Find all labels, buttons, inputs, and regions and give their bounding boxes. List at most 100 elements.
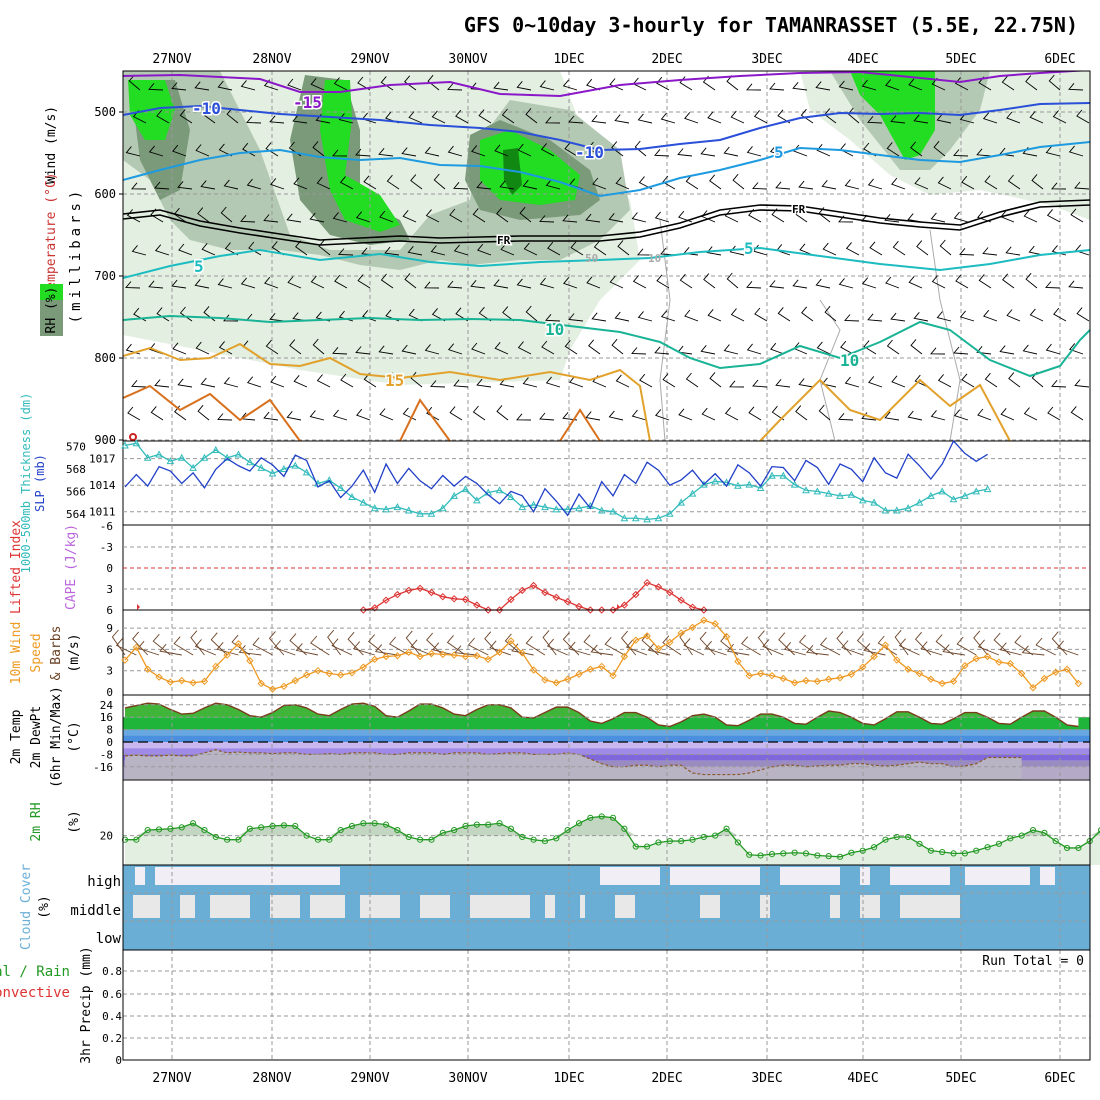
wind-barb [179,306,193,322]
ylabel-temp2m-3: (6hr Min/Max) [49,686,64,788]
lifted-index-point [495,606,504,614]
lifted-index-line [363,581,705,611]
wind-barb [614,311,630,322]
wind-barb [519,206,532,223]
wind-barb [1069,343,1084,355]
date-label-bottom: 5DEC [945,1071,976,1086]
wind-barb [477,243,492,256]
wind-barb [1045,146,1061,157]
wind10-speed-point [756,669,765,678]
wind10-barb [489,640,512,656]
lifted-index-point [620,601,629,609]
rh2m-point [791,849,798,856]
bottom-date-axis: 27NOV 28NOV 29NOV 30NOV 1DEC 2DEC 3DEC 4DEC 5DEC… [152,1071,1075,1086]
wind10-speed-point [473,652,481,660]
wind-barb [707,309,722,322]
wind-barb [125,281,141,289]
rh2m-point [530,836,537,843]
wind-barb [380,273,394,289]
wind-barb [545,179,561,190]
thickness-point [268,469,277,477]
wind-barb [453,182,469,190]
thickness-point [416,509,424,517]
wind-barb [470,280,486,289]
wind10-barb [542,630,557,656]
wind10-barb [894,629,909,656]
wind-barb [449,406,463,421]
rh2m-point [973,847,980,854]
wind-barb [569,375,584,388]
lifted-index-point [370,604,379,612]
wind10-barb [783,642,807,656]
thickness-point [836,491,844,499]
lifted-index-point [552,593,561,602]
wind10-barb [914,631,932,656]
wind-barb [798,180,814,190]
wind-barb [976,346,992,355]
ylabel-precip-total: Total / Rain [0,964,70,980]
ylabel-wind10-2: Speed [29,633,44,672]
thickness-point [529,500,538,508]
wind10-speed-point [847,670,856,678]
wind-barb [703,273,716,289]
thickness-point [938,487,947,495]
wind10-speed-point [711,620,719,628]
wind-barb [1031,174,1044,190]
cloud-mid-clear [860,895,880,918]
wind-tick-label: 9 [106,622,113,635]
date-label-top: 29NOV [350,52,389,67]
wind10-barb [819,637,841,656]
rh-tick-label: 20 [100,830,113,843]
wind-barb [953,149,969,157]
rh2m-point [1063,844,1071,852]
contour-p15-right [759,378,1011,441]
wind-barb [502,306,515,322]
wind-barb [309,212,325,223]
wind-barb [1029,111,1044,124]
wind10-barb [662,635,682,656]
wind-barb [752,244,768,256]
wind10-speed-point [541,676,549,684]
lifted-index-point [666,588,674,597]
date-label-top: 2DEC [651,52,682,67]
wind10-barb [310,635,330,656]
ylabel-wind10-units: (m/s) [67,633,82,672]
ylabel-precip-units: 3hr Precip (mm) [79,946,94,1063]
wind-barb [844,376,860,388]
wind-barb [886,142,900,157]
wind-barb [685,175,699,190]
rh2m-point [541,837,549,845]
wind-barb [270,178,285,190]
thickness-point [597,506,606,514]
wind-barb [769,280,785,289]
rh2m-point [155,826,163,833]
wind-barb [792,82,808,91]
wind10-panel: 9 6 3 0 10m Wind Speed & Barbs (m/s) [9,609,1091,699]
rh2m-point [655,839,662,846]
rh2m-point [280,822,287,829]
wind10-speed-point [609,671,617,680]
wind-barb [223,179,239,190]
wind-barb [685,372,699,388]
thickness-tick-label: 568 [66,463,86,476]
date-label-top: 6DEC [1044,52,1075,67]
rh2m-fill-upper [125,816,1100,836]
rh2m-point [632,843,639,850]
wind-barb [1045,281,1061,289]
wind10-speed-point [461,652,470,661]
wind-barb [816,144,831,157]
wind-barb [794,207,808,223]
wind10-speed-point [813,677,822,686]
thickness-point [473,496,481,504]
wind-barb [913,114,929,124]
rh2m-point [473,821,480,828]
wind10-barb [568,641,591,656]
wind-barb [754,307,768,322]
wind-barb [332,149,348,157]
wind-barb [128,74,141,91]
precip-tick-label: 0.2 [102,1032,122,1045]
wind10-speed-point [302,671,311,679]
wind-barb [286,213,302,223]
wind-barb [591,115,607,124]
rh2m-point [871,844,878,851]
